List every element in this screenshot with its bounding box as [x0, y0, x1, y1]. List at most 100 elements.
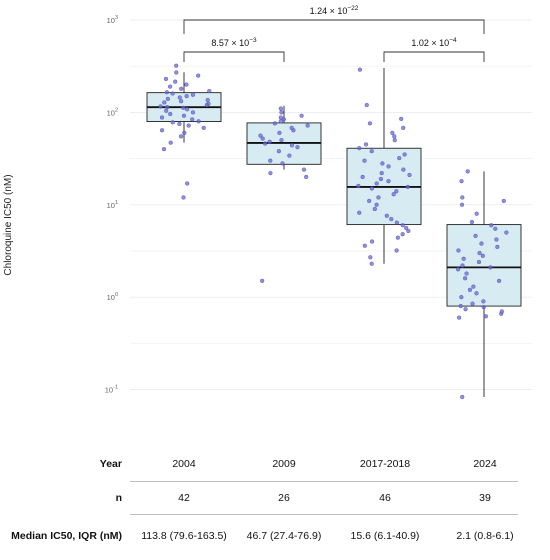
significance-bracket: [383, 51, 485, 62]
data-point: [374, 181, 379, 186]
data-point: [459, 295, 464, 300]
significance-bracket: [183, 19, 485, 34]
cell-year-2004: 2004: [172, 458, 196, 470]
data-point: [178, 134, 184, 139]
data-point: [391, 192, 396, 197]
data-point: [504, 230, 509, 235]
data-point: [497, 278, 502, 283]
data-point: [481, 299, 486, 304]
data-point: [159, 128, 165, 133]
data-point: [268, 158, 273, 163]
data-point: [464, 271, 469, 276]
cell-median-2017-2018: 15.6 (6.1-40.9): [350, 530, 420, 542]
data-point: [369, 186, 374, 191]
data-point: [380, 161, 385, 166]
data-point: [374, 202, 379, 207]
box-series: [146, 68, 522, 397]
data-point: [469, 219, 475, 225]
data-point: [360, 174, 365, 180]
data-point: [400, 232, 405, 237]
cell-median-2004: 113.8 (79.6-163.5): [141, 530, 227, 542]
row-label-median: Median IC50, IQR (nM): [11, 530, 122, 542]
data-point: [402, 152, 407, 157]
data-point: [401, 167, 406, 172]
data-point: [363, 142, 369, 147]
data-point: [185, 181, 190, 186]
data-point: [278, 115, 283, 120]
data-point: [460, 263, 465, 268]
gridlines: [130, 19, 532, 390]
box-plot-chart: 103 102 101 100 10-1 Chloroquine IC50 (nM) 1…: [3, 5, 532, 400]
data-point: [488, 265, 493, 270]
data-point: [357, 146, 362, 151]
data-point: [165, 105, 170, 110]
data-point: [392, 138, 397, 143]
data-point: [357, 210, 362, 215]
jitter-points: [158, 63, 509, 400]
data-point: [201, 125, 206, 130]
y-axis-label: Chloroquine IC50 (nM): [3, 174, 14, 275]
data-point: [493, 226, 498, 231]
data-point: [368, 255, 373, 260]
data-point: [196, 73, 201, 78]
data-point: [159, 115, 165, 120]
data-point: [477, 250, 482, 256]
cell-n-2017-2018: 46: [379, 492, 391, 504]
data-point: [458, 303, 463, 309]
data-point: [177, 95, 182, 100]
data-point: [456, 248, 461, 253]
data-point: [483, 314, 489, 319]
data-point: [386, 179, 391, 184]
data-point: [456, 315, 462, 320]
data-point: [463, 276, 468, 281]
data-point: [460, 195, 465, 200]
data-point: [501, 198, 506, 204]
y-tick-label: 102: [107, 107, 118, 117]
data-point: [404, 225, 409, 231]
data-point: [357, 67, 363, 72]
data-point: [367, 198, 372, 204]
data-point: [494, 237, 499, 242]
data-point: [474, 291, 479, 296]
data-point: [268, 171, 273, 176]
data-point: [170, 120, 175, 125]
data-point: [178, 99, 184, 104]
data-point: [206, 101, 211, 106]
y-tick-label: 103: [107, 15, 118, 25]
cell-median-2024: 2.1 (0.8-6.1): [456, 530, 514, 542]
data-point: [399, 116, 404, 121]
data-point: [158, 104, 163, 109]
data-point: [281, 117, 286, 122]
data-point: [369, 239, 375, 244]
data-point: [394, 220, 399, 225]
data-point: [185, 107, 190, 112]
data-point: [182, 130, 187, 135]
data-point: [190, 117, 195, 122]
data-point: [476, 259, 482, 265]
data-point: [474, 211, 479, 216]
table-row-year: Year 2004 2009 2017-2018 2024: [0, 452, 550, 476]
data-point: [372, 206, 377, 212]
data-point: [295, 145, 300, 150]
data-point: [384, 213, 389, 218]
data-point: [461, 256, 466, 261]
data-point: [174, 63, 179, 68]
cell-n-2004: 42: [178, 492, 190, 504]
data-point: [174, 70, 179, 75]
data-point: [369, 261, 374, 266]
data-point: [267, 139, 272, 144]
data-point: [378, 176, 384, 182]
data-point: [163, 76, 169, 82]
data-point: [167, 84, 173, 89]
data-point: [196, 119, 201, 124]
data-point: [168, 111, 173, 117]
data-point: [258, 133, 263, 138]
data-point: [479, 241, 484, 246]
data-point: [394, 248, 399, 253]
data-point: [179, 86, 184, 91]
data-point: [394, 189, 399, 194]
data-point: [460, 394, 465, 400]
p-value-label: 8.57 × 10−3: [211, 37, 257, 48]
data-point: [467, 287, 473, 292]
data-point: [186, 123, 191, 128]
